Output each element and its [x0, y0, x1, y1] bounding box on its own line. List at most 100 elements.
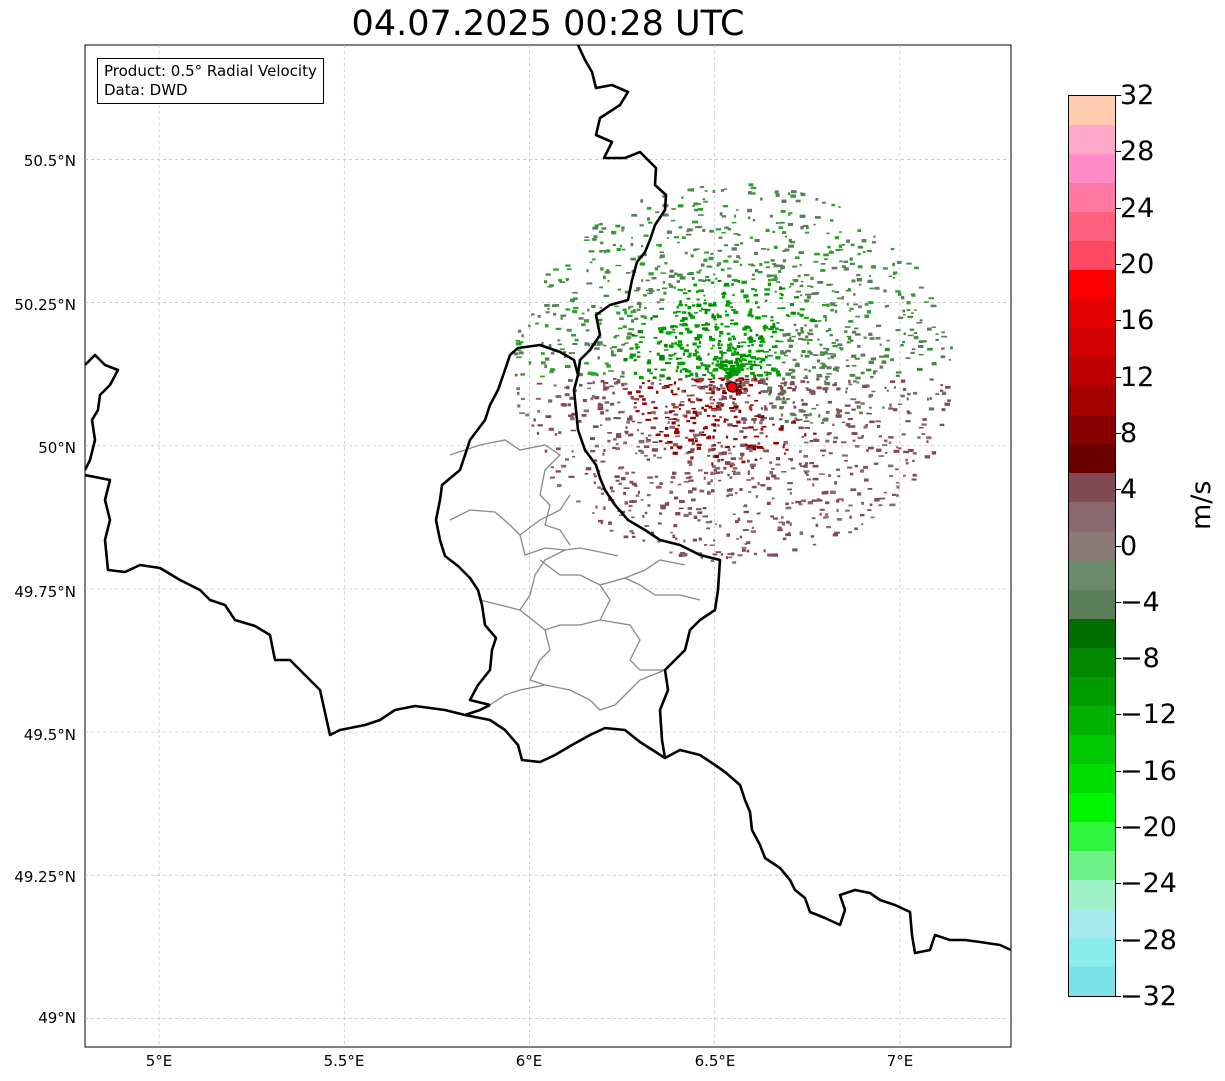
velocity-echo	[533, 418, 536, 422]
national-borders	[85, 45, 1011, 955]
velocity-echo	[725, 303, 730, 307]
velocity-echo	[823, 351, 828, 355]
velocity-echo	[676, 343, 683, 346]
velocity-echo	[783, 440, 788, 445]
velocity-echo	[799, 308, 805, 311]
velocity-echo	[690, 449, 694, 454]
velocity-echo	[576, 420, 582, 423]
colorbar-tick-label: 32	[1120, 80, 1155, 111]
velocity-echo	[656, 301, 661, 304]
velocity-echo	[636, 390, 641, 394]
velocity-echo	[747, 313, 753, 317]
velocity-echo	[747, 337, 754, 340]
velocity-echo	[589, 261, 593, 264]
velocity-echo	[892, 493, 897, 496]
velocity-echo	[726, 533, 730, 537]
velocity-echo	[869, 420, 875, 424]
velocity-echo	[732, 513, 736, 515]
velocity-echo	[668, 411, 673, 414]
velocity-echo	[712, 553, 718, 556]
velocity-echo	[779, 221, 785, 224]
velocity-echo	[786, 520, 790, 524]
velocity-echo	[692, 342, 697, 346]
velocity-echo	[687, 370, 692, 373]
velocity-echo	[698, 379, 703, 383]
velocity-echo	[600, 487, 605, 491]
velocity-echo	[664, 349, 669, 351]
velocity-echo	[557, 484, 562, 487]
velocity-echo	[660, 272, 666, 274]
canton-borders	[449, 439, 701, 711]
velocity-echo	[825, 501, 830, 505]
velocity-echo	[806, 473, 809, 476]
velocity-echo	[845, 387, 848, 390]
velocity-echo	[760, 357, 766, 361]
velocity-echo	[708, 405, 713, 409]
velocity-echo	[669, 269, 674, 273]
velocity-echo	[541, 341, 544, 346]
velocity-echo	[727, 448, 731, 452]
velocity-echo	[710, 304, 717, 307]
velocity-echo	[831, 290, 835, 293]
velocity-echo	[783, 354, 788, 357]
velocity-echo	[769, 214, 773, 218]
velocity-echo	[733, 368, 739, 372]
velocity-echo	[811, 292, 818, 296]
velocity-echo	[760, 484, 766, 487]
velocity-echo	[817, 498, 821, 501]
velocity-echo	[760, 390, 764, 393]
velocity-echo	[696, 356, 699, 360]
velocity-echo	[772, 230, 776, 233]
velocity-echo	[730, 457, 737, 461]
velocity-echo	[687, 305, 692, 310]
velocity-echo	[916, 322, 923, 324]
velocity-echo	[905, 462, 909, 465]
velocity-echo	[792, 401, 795, 404]
velocity-echo	[663, 385, 670, 389]
velocity-echo	[800, 280, 804, 283]
velocity-echo	[806, 226, 809, 230]
velocity-echo	[851, 408, 856, 411]
velocity-echo	[803, 368, 808, 371]
velocity-echo	[804, 462, 809, 465]
velocity-echo	[849, 262, 855, 266]
velocity-echo	[799, 465, 805, 468]
velocity-echo	[690, 315, 695, 319]
velocity-echo	[751, 477, 755, 480]
velocity-echo	[723, 226, 727, 229]
velocity-echo	[836, 518, 843, 521]
velocity-echo	[856, 381, 860, 384]
velocity-echo	[591, 238, 597, 241]
velocity-echo	[722, 205, 729, 208]
colorbar-tick-label: −8	[1120, 643, 1160, 675]
velocity-echo	[735, 360, 739, 364]
velocity-echo	[857, 436, 863, 439]
velocity-echo	[727, 228, 732, 231]
velocity-echo	[732, 294, 735, 296]
velocity-echo	[672, 329, 676, 331]
velocity-echo	[836, 411, 840, 415]
velocity-echo	[660, 506, 666, 510]
velocity-echo	[557, 339, 561, 342]
velocity-echo	[531, 424, 535, 427]
velocity-echo	[775, 463, 781, 466]
velocity-echo	[597, 486, 601, 489]
velocity-echo	[870, 375, 874, 379]
velocity-echo	[581, 414, 587, 417]
velocity-echo	[903, 332, 906, 336]
velocity-echo	[590, 450, 596, 453]
colorbar-tick-mark	[1116, 770, 1121, 772]
velocity-echo	[701, 406, 704, 410]
velocity-echo	[671, 208, 676, 210]
velocity-echo	[814, 324, 818, 328]
velocity-echo	[761, 425, 767, 428]
velocity-echo	[594, 396, 600, 400]
velocity-echo	[792, 279, 799, 281]
colorbar-segment	[1069, 386, 1115, 416]
velocity-echo	[789, 382, 795, 386]
velocity-echo	[887, 464, 894, 468]
velocity-echo	[913, 336, 918, 339]
velocity-echo	[826, 433, 831, 436]
velocity-echo	[912, 459, 915, 462]
velocity-echo	[680, 319, 685, 322]
